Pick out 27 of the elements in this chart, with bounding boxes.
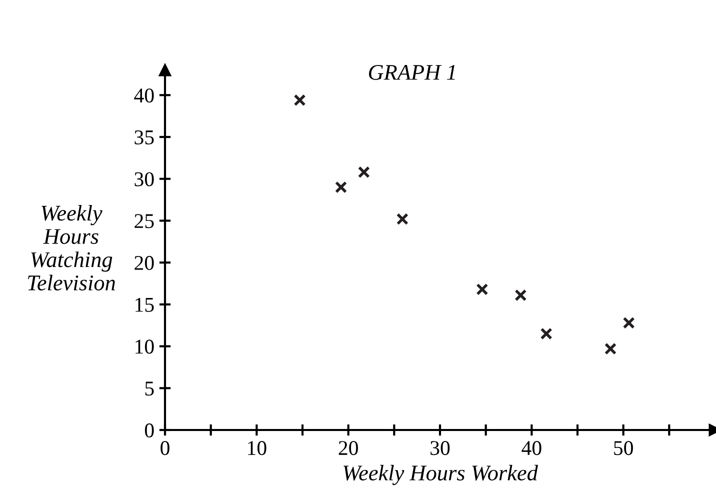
x-tick-label: 50 (614, 441, 633, 456)
y-tick-label: 25 (134, 214, 154, 228)
y-tick-label: 0 (144, 423, 154, 438)
point (622, 316, 635, 329)
x-tick-label: 40 (522, 441, 542, 456)
y-tick-label: 20 (134, 256, 154, 270)
x-axis-title: Weekly Hours Worked (344, 464, 538, 486)
point (396, 212, 408, 226)
x-tick-label: 10 (248, 441, 266, 456)
chart-title: GRAPH 1 (368, 64, 455, 80)
y-tick-label: 5 (145, 382, 154, 396)
y-tick-label: 30 (134, 172, 154, 186)
point (514, 289, 527, 302)
y-tick-label: 10 (136, 340, 154, 354)
x-tick-label: 30 (430, 441, 450, 456)
point (334, 181, 348, 194)
point (358, 166, 370, 178)
point (294, 94, 306, 106)
x-tick-label: 20 (338, 441, 358, 456)
y-axis-title: Weekly Hours Watching Television (28, 205, 115, 290)
point (604, 342, 617, 355)
x-tick-label: 0 (160, 441, 170, 456)
point (540, 328, 552, 340)
y-tick-label: 15 (136, 298, 154, 312)
y-tick-label: 40 (134, 88, 154, 103)
y-tick-label: 35 (134, 130, 154, 144)
point (476, 283, 488, 296)
